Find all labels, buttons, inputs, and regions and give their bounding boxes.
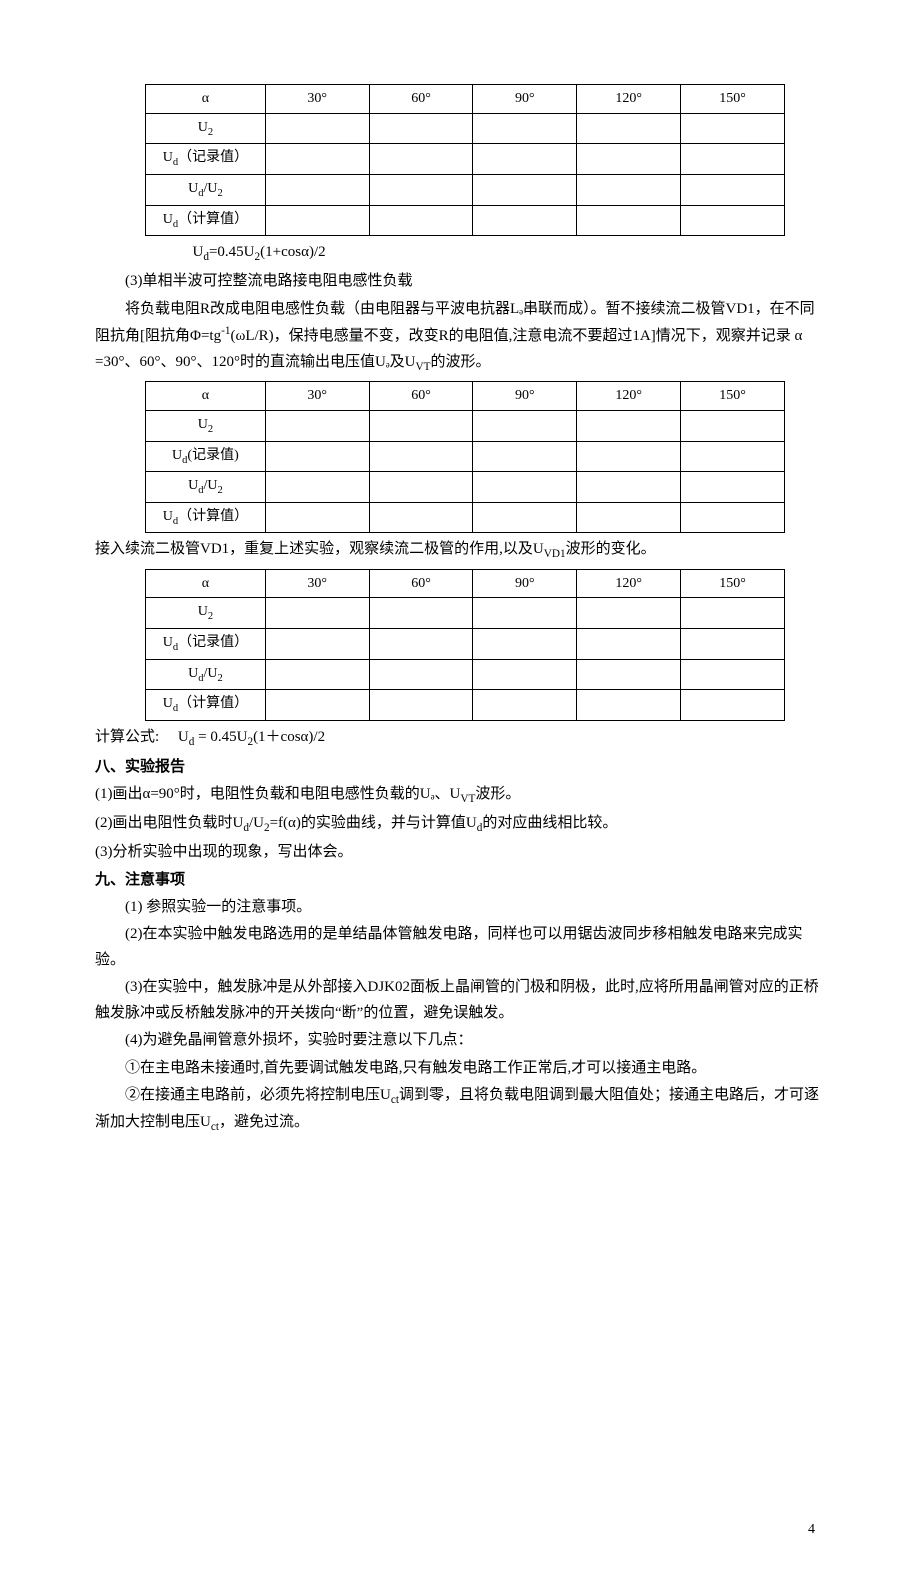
cell-alpha: α [146, 85, 266, 114]
cell: 30° [265, 85, 369, 114]
data-table-2: α 30° 60° 90° 120° 150° U2 Ud(记录值) Ud/U2… [145, 381, 785, 533]
table-row: Ud（计算值） [146, 205, 785, 236]
cell-label: Ud/U2 [146, 175, 266, 206]
cell: 150° [681, 85, 785, 114]
table-row: U2 [146, 598, 785, 629]
table-row: α 30° 60° 90° 120° 150° [146, 382, 785, 411]
cell: 60° [369, 569, 473, 598]
data-table-3: α 30° 60° 90° 120° 150° U2 Ud（记录值） Ud/U2… [145, 569, 785, 721]
cell: 120° [577, 569, 681, 598]
note-4a: ①在主电路未接通时,首先要调试触发电路,只有触发电路工作正常后,才可以接通主电路… [95, 1056, 825, 1082]
note-4b: ②在接通主电路前，必须先将控制电压Uct调到零，且将负载电阻调到最大阻值处；接通… [95, 1083, 825, 1137]
table-row: α 30° 60° 90° 120° 150° [146, 85, 785, 114]
cell: 90° [473, 85, 577, 114]
data-table-1: α 30° 60° 90° 120° 150° U2 Ud（记录值） Ud/U2… [145, 84, 785, 236]
cell-label: Ud（记录值） [146, 144, 266, 175]
report-item-3: (3)分析实验中出现的现象，写出体会。 [95, 840, 825, 866]
cell: 150° [681, 569, 785, 598]
note-1: (1) 参照实验一的注意事项。 [95, 895, 825, 921]
cell: 90° [473, 569, 577, 598]
subsection-3-title: (3)单相半波可控整流电路接电阻电感性负载 [95, 269, 825, 295]
cell-alpha: α [146, 382, 266, 411]
table-row: Ud（记录值） [146, 629, 785, 660]
table-row: Ud（计算值） [146, 502, 785, 533]
table-row: Ud(记录值) [146, 441, 785, 472]
cell: 30° [265, 569, 369, 598]
cell: 150° [681, 382, 785, 411]
paragraph-vd1: 接入续流二极管VD1，重复上述实验，观察续流二极管的作用,以及UVD1波形的变化… [95, 537, 825, 564]
paragraph-load-desc: 将负载电阻R改成电阻电感性负载（由电阻器与平波电抗器Lₔ串联而成）。暂不接续流二… [95, 297, 825, 377]
cell: 120° [577, 382, 681, 411]
table-row: Ud/U2 [146, 472, 785, 503]
report-item-2: (2)画出电阻性负载时Ud/U2=f(α)的实验曲线，并与计算值Ud的对应曲线相… [95, 811, 825, 838]
table-row: Ud（记录值） [146, 144, 785, 175]
table-row: Ud/U2 [146, 659, 785, 690]
note-4: (4)为避免晶闸管意外损坏，实验时要注意以下几点： [95, 1028, 825, 1054]
table-row: U2 [146, 113, 785, 144]
cell-label: U2 [146, 113, 266, 144]
report-item-1: (1)画出α=90°时，电阻性负载和电阻电感性负载的Uₔ、UVT波形。 [95, 782, 825, 809]
cell: 30° [265, 382, 369, 411]
note-3: (3)在实验中，触发脉冲是从外部接入DJK02面板上晶闸管的门极和阴极，此时,应… [95, 975, 825, 1026]
formula-text-2: 计算公式: Ud = 0.45U2(1＋cosα)/2 [95, 725, 825, 752]
cell-label: Ud（计算值） [146, 205, 266, 236]
table-row: Ud（计算值） [146, 690, 785, 721]
table-row: U2 [146, 410, 785, 441]
section-8-heading: 八、实验报告 [95, 754, 825, 780]
section-9-heading: 九、注意事项 [95, 867, 825, 893]
cell: 60° [369, 85, 473, 114]
cell: 120° [577, 85, 681, 114]
formula-text: Ud=0.45U2(1+cosα)/2 [95, 240, 825, 267]
note-2: (2)在本实验中触发电路选用的是单结晶体管触发电路，同样也可以用锯齿波同步移相触… [95, 922, 825, 973]
table-row: Ud/U2 [146, 175, 785, 206]
table-row: α 30° 60° 90° 120° 150° [146, 569, 785, 598]
page-number: 4 [95, 1518, 825, 1542]
cell: 60° [369, 382, 473, 411]
cell-alpha: α [146, 569, 266, 598]
cell: 90° [473, 382, 577, 411]
